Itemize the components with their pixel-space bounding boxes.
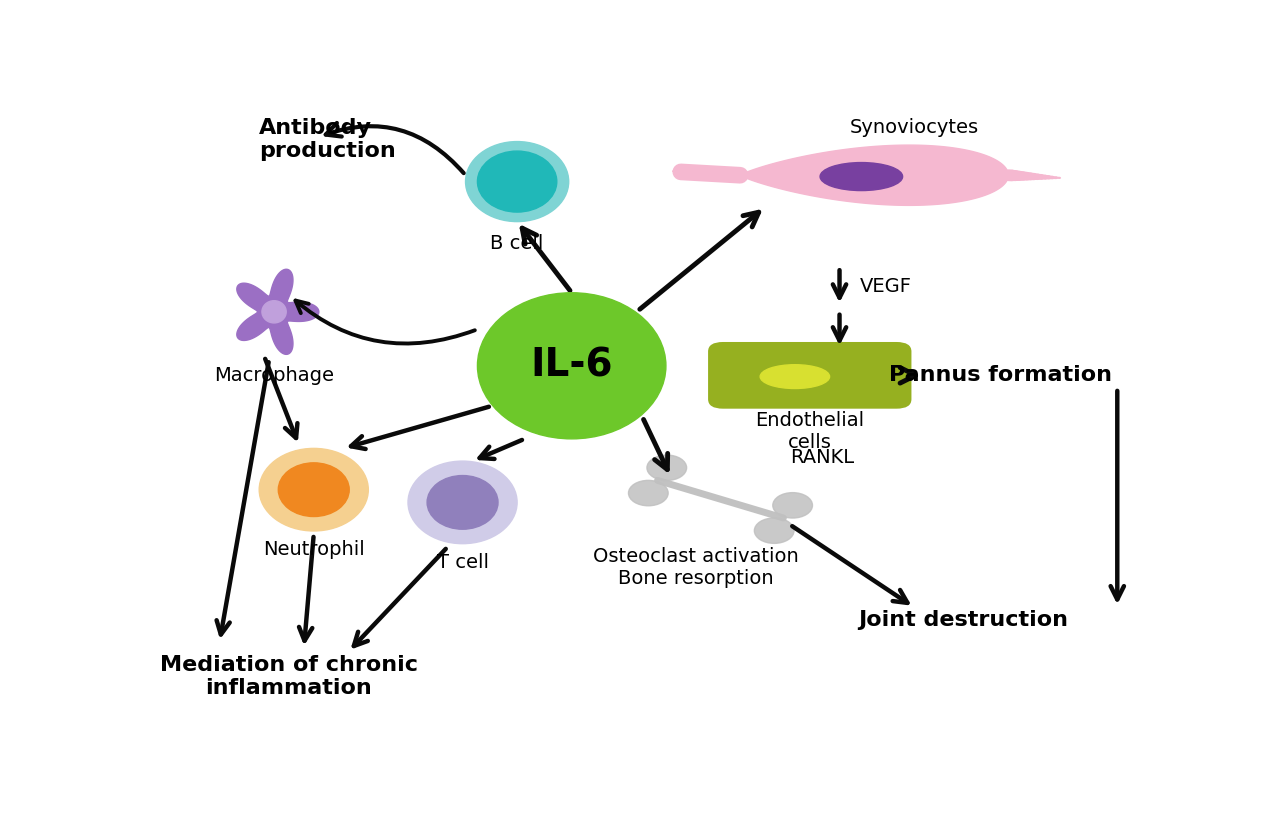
Text: Osteoclast activation
Bone resorption: Osteoclast activation Bone resorption <box>593 547 799 588</box>
Text: IL-6: IL-6 <box>530 346 613 384</box>
Ellipse shape <box>428 475 498 529</box>
Text: VEGF: VEGF <box>859 277 911 296</box>
Ellipse shape <box>820 163 902 191</box>
Text: Pannus formation: Pannus formation <box>890 365 1112 385</box>
Ellipse shape <box>262 300 287 323</box>
Text: Synoviocytes: Synoviocytes <box>850 118 978 137</box>
Ellipse shape <box>477 293 666 439</box>
Text: Mediation of chronic
inflammation: Mediation of chronic inflammation <box>160 655 419 698</box>
Text: Endothelial
cells: Endothelial cells <box>755 411 864 451</box>
Polygon shape <box>237 269 319 355</box>
Text: Antibody
production: Antibody production <box>259 118 396 161</box>
Ellipse shape <box>477 151 557 212</box>
FancyBboxPatch shape <box>708 342 911 408</box>
Ellipse shape <box>408 461 517 544</box>
Text: RANKL: RANKL <box>790 449 854 468</box>
Text: Macrophage: Macrophage <box>214 365 334 384</box>
Circle shape <box>773 493 813 518</box>
Circle shape <box>628 480 668 506</box>
Circle shape <box>754 518 794 544</box>
Ellipse shape <box>259 449 369 531</box>
Text: T cell: T cell <box>436 554 489 573</box>
Ellipse shape <box>466 142 568 222</box>
Text: Joint destruction: Joint destruction <box>859 610 1069 630</box>
Ellipse shape <box>278 463 349 516</box>
Circle shape <box>646 455 686 480</box>
Text: B cell: B cell <box>490 234 544 253</box>
Polygon shape <box>740 145 1009 205</box>
Text: Neutrophil: Neutrophil <box>262 540 365 559</box>
Ellipse shape <box>760 365 829 389</box>
